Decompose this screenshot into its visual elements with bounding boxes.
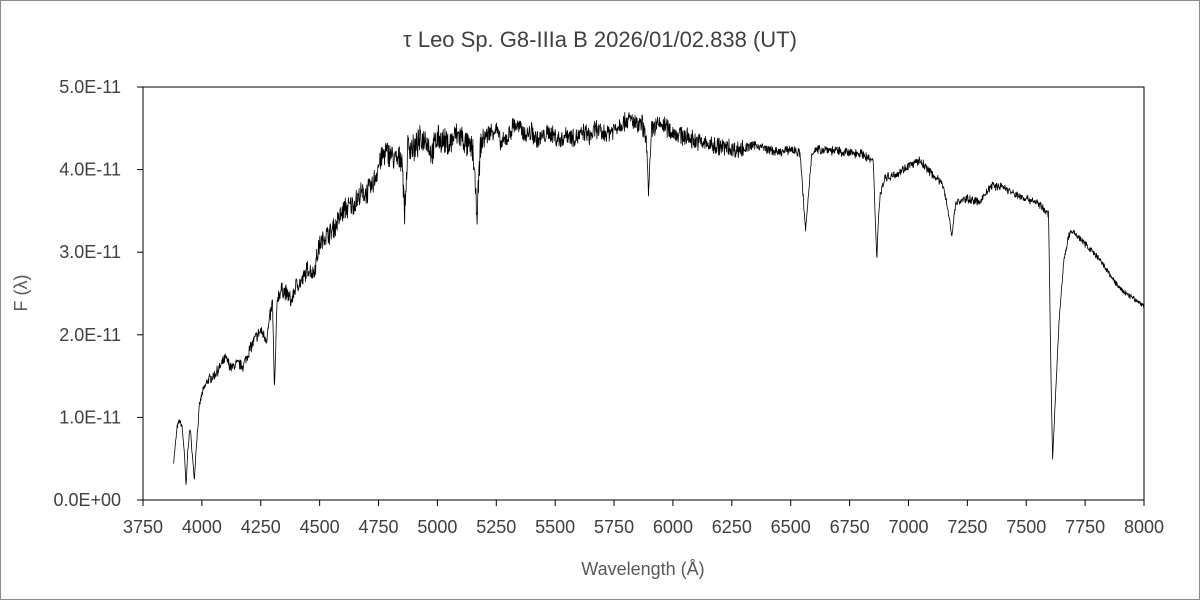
x-axis-label: Wavelength (Å) — [581, 559, 704, 579]
y-tick-label: 1.0E-11 — [59, 407, 121, 427]
x-tick-label: 4750 — [359, 517, 399, 537]
y-axis: 0.0E+00 1.0E-11 2.0E-11 3.0E-11 4.0E-11 5.0E-… — [53, 77, 143, 510]
x-tick-label: 7500 — [1006, 517, 1046, 537]
x-tick-label: 7750 — [1065, 517, 1105, 537]
y-axis-label: F (λ) — [11, 275, 31, 312]
y-tick-label: 3.0E-11 — [59, 242, 121, 262]
plot-area — [142, 86, 1145, 501]
x-tick-label: 5750 — [594, 517, 634, 537]
x-tick-label: 7250 — [947, 517, 987, 537]
x-tick-label: 5000 — [417, 517, 457, 537]
y-tick-label: 2.0E-11 — [59, 325, 121, 345]
x-tick-label: 8000 — [1124, 517, 1164, 537]
x-tick-label: 5500 — [535, 517, 575, 537]
x-tick-label: 4500 — [300, 517, 340, 537]
chart-title: τ Leo Sp. G8-IIIa B 2026/01/02.838 (UT) — [403, 27, 797, 52]
x-tick-label: 4250 — [241, 517, 281, 537]
x-tick-label: 6500 — [771, 517, 811, 537]
x-tick-label: 7000 — [888, 517, 928, 537]
y-tick-label: 4.0E-11 — [59, 160, 121, 180]
x-tick-label: 6000 — [653, 517, 693, 537]
series-group — [173, 111, 1145, 485]
x-tick-label: 6250 — [712, 517, 752, 537]
x-tick-label: 5250 — [476, 517, 516, 537]
x-tick-label: 3750 — [123, 517, 163, 537]
y-tick-label: 0.0E+00 — [53, 490, 121, 510]
spectrum-line — [173, 111, 1145, 485]
x-tick-label: 6750 — [830, 517, 870, 537]
y-tick-label: 5.0E-11 — [59, 77, 121, 97]
x-axis: 3750 4000 4250 4500 4750 5000 5250 5500 5750 6000… — [123, 500, 1164, 537]
x-tick-label: 4000 — [182, 517, 222, 537]
